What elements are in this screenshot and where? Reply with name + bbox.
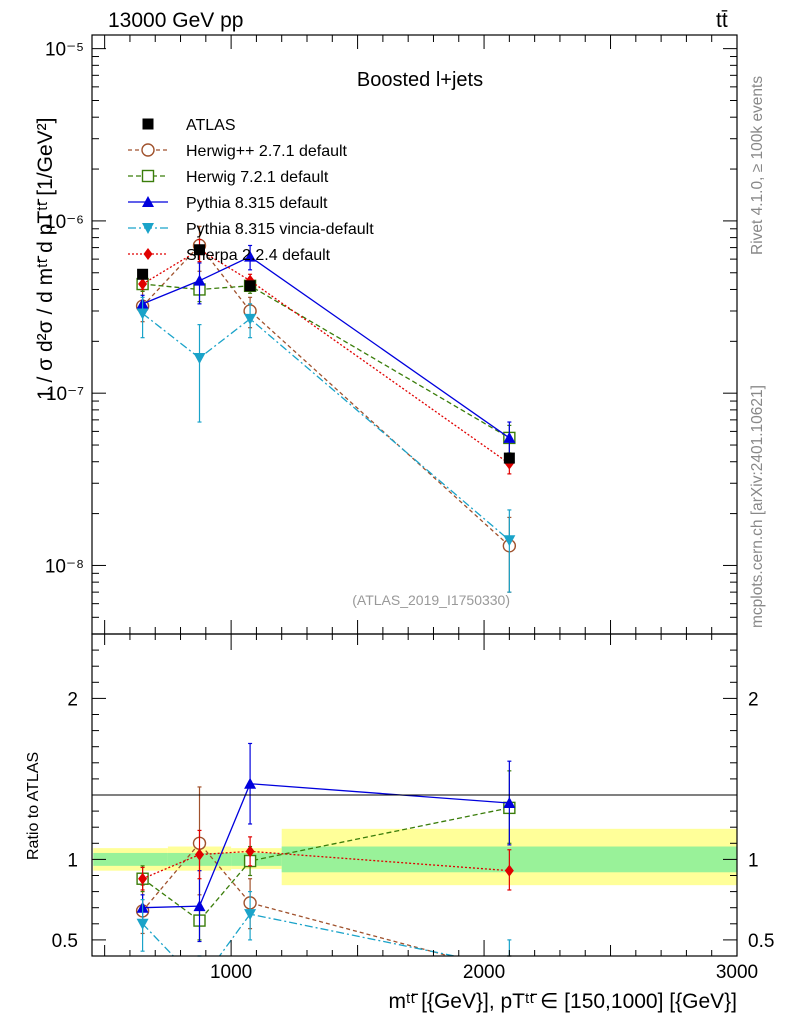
ratio-y-tick-label-right: 2 bbox=[748, 689, 759, 710]
legend-item-atlas: ATLAS bbox=[142, 117, 236, 134]
main-series-group bbox=[135, 225, 517, 593]
ratio-marker-pythia-8-315-vincia-default bbox=[244, 909, 257, 921]
legend-label: Sherpa 2.2.4 default bbox=[186, 247, 331, 264]
legend-item-pythia-8-315-vincia-default: Pythia 8.315 vincia-default bbox=[128, 221, 374, 238]
main-marker-sherpa-2-2-4-default bbox=[138, 278, 148, 291]
main-marker-pythia-8-315-default bbox=[193, 274, 206, 286]
main-marker-pythia-8-315-default bbox=[503, 431, 516, 443]
rivet-version-label: Rivet 4.1.0, ≥ 100k events bbox=[749, 76, 766, 255]
x-tick-label: 1000 bbox=[210, 962, 252, 983]
ratio-uncertainty-bands bbox=[93, 828, 737, 886]
atlas-data-point bbox=[503, 452, 515, 464]
ratio-y-axis-label: Ratio to ATLAS bbox=[25, 752, 42, 860]
ratio-marker-sherpa-2-2-4-default bbox=[195, 848, 204, 861]
ratio-series-pythia-8-315-vincia-default bbox=[136, 890, 512, 957]
main-plot-panel: 10⁻⁸ 10⁻⁷ 10⁻⁶ 10⁻⁵ Boosted l+jets 1 / σ d²… bbox=[34, 34, 738, 635]
main-y-axis-label: 1 / σ d²σ / d mᵗᵗ̄ d pTᵗᵗ̄ [1/GeV²] bbox=[34, 118, 57, 400]
atlas-data-point bbox=[244, 280, 256, 292]
main-marker-pythia-8-315-vincia-default bbox=[244, 313, 257, 325]
ratio-series-pythia-8-315-default bbox=[136, 742, 516, 943]
x-tick-label: 2000 bbox=[463, 962, 505, 983]
main-line-pythia-8-315-default bbox=[142, 255, 510, 439]
main-marker-pythia-8-315-default bbox=[244, 250, 257, 262]
analysis-id-label: (ATLAS_2019_I1750330) bbox=[352, 592, 510, 608]
ratio-y-tick-label-left: 0.5 bbox=[52, 931, 78, 952]
legend-marker bbox=[142, 223, 154, 234]
legend-label: Pythia 8.315 default bbox=[186, 195, 328, 212]
ratio-axis-ticks: 0.5 0.5 1 1 2 2 1000 2000 3000 bbox=[52, 634, 774, 983]
ratio-y-tick-label-left: 2 bbox=[67, 689, 78, 710]
main-y-tick-label: 10⁻⁷ bbox=[46, 384, 84, 405]
legend-item-pythia-8-315-default: Pythia 8.315 default bbox=[128, 195, 328, 212]
main-line-pythia-8-315-vincia-default bbox=[142, 313, 510, 541]
legend-marker bbox=[141, 169, 155, 183]
ratio-series-sherpa-2-2-4-default bbox=[138, 829, 514, 891]
ratio-line-pythia-8-315-vincia-default bbox=[142, 913, 458, 956]
main-series-herwig-7-2-1-default bbox=[136, 276, 516, 454]
main-y-tick-label: 10⁻⁵ bbox=[45, 40, 84, 61]
ratio-line-herwig-2-7-1-default bbox=[142, 842, 452, 956]
chart-title: Boosted l+jets bbox=[357, 69, 483, 91]
ratio-series-group bbox=[135, 742, 516, 957]
legend-item-herwig-7-2-1-default: Herwig 7.2.1 default bbox=[128, 169, 329, 186]
main-series-pythia-8-315-vincia-default bbox=[136, 296, 516, 593]
atlas-data-group bbox=[137, 244, 515, 464]
ratio-y-tick-label-right: 0.5 bbox=[748, 931, 774, 952]
main-axis-ticks: 10⁻⁸ 10⁻⁷ 10⁻⁶ 10⁻⁵ bbox=[45, 35, 738, 635]
main-marker-pythia-8-315-vincia-default bbox=[136, 308, 149, 320]
ratio-marker-pythia-8-315-default bbox=[244, 777, 257, 789]
x-tick-label: 3000 bbox=[716, 962, 758, 983]
legend-marker bbox=[142, 118, 154, 130]
ratio-marker-sherpa-2-2-4-default bbox=[245, 845, 255, 858]
ratio-band-inner bbox=[93, 852, 168, 866]
main-y-tick-label: 10⁻⁶ bbox=[45, 212, 84, 233]
ratio-marker-pythia-8-315-vincia-default bbox=[136, 918, 149, 930]
ratio-marker-sherpa-2-2-4-default bbox=[504, 864, 514, 877]
legend-item-herwig-2-7-1-default: Herwig++ 2.7.1 default bbox=[128, 143, 348, 160]
main-series-herwig-2-7-1-default bbox=[135, 225, 517, 593]
ratio-y-tick-label-left: 1 bbox=[67, 850, 78, 871]
ratio-marker-pythia-8-315-default bbox=[193, 900, 206, 912]
legend-label: Pythia 8.315 vincia-default bbox=[186, 221, 374, 238]
legend: ATLAS Herwig++ 2.7.1 default Herwig 7.2.1 … bbox=[128, 117, 374, 264]
ratio-y-tick-label-right: 1 bbox=[748, 850, 759, 871]
header-energy-label: 13000 GeV pp bbox=[108, 9, 243, 32]
atlas-data-point bbox=[137, 268, 149, 280]
ratio-marker-sherpa-2-2-4-default bbox=[138, 872, 148, 885]
main-y-tick-label: 10⁻⁸ bbox=[45, 556, 84, 577]
main-line-sherpa-2-2-4-default bbox=[142, 249, 510, 465]
ratio-line-herwig-7-2-1-default bbox=[142, 807, 510, 922]
legend-label: Herwig 7.2.1 default bbox=[186, 169, 329, 186]
main-line-herwig-7-2-1-default bbox=[142, 283, 510, 439]
x-axis-label: mᵗᵗ̄ [{GeV}], pTᵗᵗ̄ ∈ [150,1000] [{GeV}] bbox=[389, 990, 737, 1013]
atlas-data-point bbox=[194, 244, 205, 256]
main-marker-pythia-8-315-vincia-default bbox=[503, 535, 516, 547]
ratio-marker-pythia-8-315-default bbox=[503, 797, 516, 809]
ratio-line-pythia-8-315-default bbox=[142, 783, 510, 909]
ratio-plot-panel: 0.5 0.5 1 1 2 2 1000 2000 3000 Ratio to ATLAS mᵗ… bbox=[25, 633, 774, 1013]
legend-label: Herwig++ 2.7.1 default bbox=[186, 143, 348, 160]
main-marker-pythia-8-315-vincia-default bbox=[193, 353, 206, 365]
legend-marker bbox=[143, 248, 153, 260]
legend-marker bbox=[141, 143, 155, 157]
main-series-pythia-8-315-default bbox=[136, 244, 516, 459]
legend-marker bbox=[142, 196, 154, 207]
legend-item-sherpa-2-2-4-default: Sherpa 2.2.4 default bbox=[128, 247, 331, 264]
legend-label: ATLAS bbox=[186, 117, 236, 134]
main-series-sherpa-2-2-4-default bbox=[138, 238, 514, 475]
header-process-label: tt̄ bbox=[716, 9, 728, 32]
mcplots-label: mcplots.cern.ch [arXiv:2401.10621] bbox=[749, 385, 766, 628]
